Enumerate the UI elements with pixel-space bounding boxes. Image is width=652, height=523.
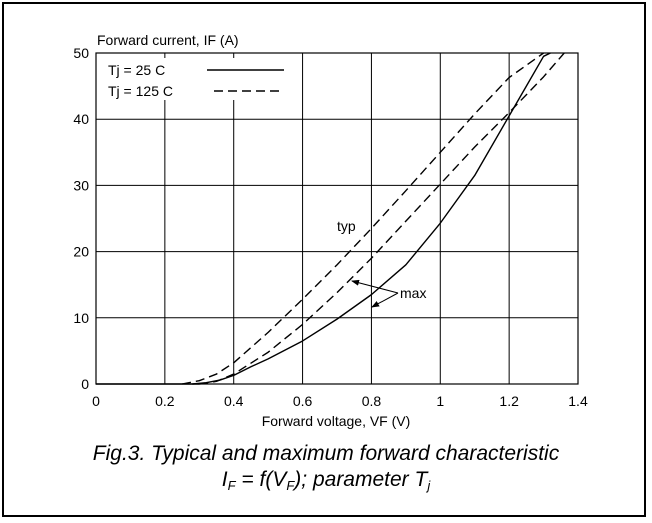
caption-if-symbol: I xyxy=(221,468,228,491)
caption-equals: = f(V xyxy=(235,468,287,491)
x-tick-label: 1.2 xyxy=(499,393,519,409)
chart-curves xyxy=(96,52,565,385)
caption-vf-subscript: F xyxy=(286,478,295,493)
annotation-max-arrow-upper xyxy=(351,279,399,294)
y-tick-label: 0 xyxy=(81,376,89,392)
x-tick-label: 0.2 xyxy=(155,393,175,409)
curve-typ-dashed xyxy=(181,52,544,385)
annotation-typ: typ xyxy=(337,218,356,234)
plot-border xyxy=(95,52,579,385)
forward-characteristic-chart: 0 0.2 0.4 0.6 0.8 1 1.2 1.4 0 10 20 30 40 50 Forward … xyxy=(73,32,588,429)
x-tick-label: 1 xyxy=(436,393,444,409)
x-tick-label: 0.6 xyxy=(293,393,313,409)
legend: Tj = 25 C Tj = 125 C xyxy=(102,58,290,100)
x-tick-label: 0.4 xyxy=(224,393,244,409)
x-tick-label: 1.4 xyxy=(568,393,588,409)
x-tick-label: 0.8 xyxy=(362,393,382,409)
annotation-max-arrow-lower xyxy=(371,292,399,308)
annotation-max: max xyxy=(400,285,426,301)
y-axis-label: Forward current, IF (A) xyxy=(97,32,239,48)
x-tick-label: 0 xyxy=(92,393,100,409)
x-axis-label: Forward voltage, VF (V) xyxy=(262,413,411,429)
curve-max-solid xyxy=(192,52,551,385)
y-tick-label: 20 xyxy=(73,244,89,260)
caption-parameter: ); parameter T xyxy=(294,468,428,491)
chart-tick-labels: 0 0.2 0.4 0.6 0.8 1 1.2 1.4 0 10 20 30 40 50 xyxy=(73,45,588,409)
figure-caption-line2: IF = f(VF); parameter Tj xyxy=(0,468,652,498)
legend-label-25c: Tj = 25 C xyxy=(108,62,165,78)
curve-max-dashed xyxy=(199,52,565,385)
y-tick-label: 50 xyxy=(73,45,89,61)
caption-tj-subscript: j xyxy=(427,478,431,493)
legend-background xyxy=(102,58,290,100)
caption-if-subscript: F xyxy=(227,478,236,493)
figure-caption-line1: Fig.3. Typical and maximum forward chara… xyxy=(92,442,560,465)
y-tick-label: 10 xyxy=(73,310,89,326)
legend-label-125c: Tj = 125 C xyxy=(108,83,173,99)
y-tick-label: 30 xyxy=(73,177,89,193)
y-tick-label: 40 xyxy=(73,111,89,127)
